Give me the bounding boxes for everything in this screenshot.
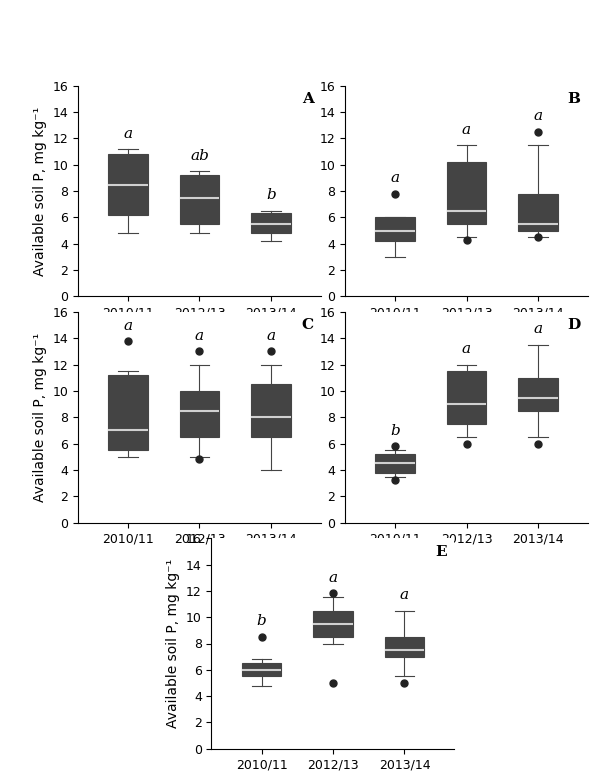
Y-axis label: Available soil P, mg kg⁻¹: Available soil P, mg kg⁻¹	[166, 559, 181, 728]
Text: C: C	[302, 318, 314, 332]
PathPatch shape	[313, 611, 353, 637]
PathPatch shape	[180, 391, 219, 437]
Text: b: b	[266, 189, 276, 203]
Text: a: a	[462, 342, 471, 356]
Y-axis label: Available soil P, mg kg⁻¹: Available soil P, mg kg⁻¹	[33, 333, 47, 502]
Text: a: a	[533, 109, 542, 123]
Text: a: a	[328, 571, 338, 585]
Text: a: a	[195, 329, 204, 343]
Text: a: a	[124, 126, 133, 140]
PathPatch shape	[385, 637, 424, 657]
Text: a: a	[400, 588, 409, 602]
PathPatch shape	[518, 193, 557, 231]
Text: a: a	[266, 329, 275, 343]
Text: E: E	[436, 544, 447, 558]
Text: a: a	[124, 318, 133, 332]
Text: a: a	[533, 322, 542, 336]
PathPatch shape	[447, 162, 486, 224]
Text: a: a	[462, 122, 471, 136]
Text: ab: ab	[190, 149, 209, 163]
PathPatch shape	[242, 663, 281, 676]
Text: b: b	[257, 615, 266, 629]
PathPatch shape	[447, 371, 486, 424]
Text: D: D	[568, 318, 581, 332]
PathPatch shape	[180, 176, 219, 224]
Text: B: B	[568, 92, 581, 106]
PathPatch shape	[109, 154, 148, 214]
Text: a: a	[391, 172, 400, 186]
PathPatch shape	[518, 378, 557, 411]
PathPatch shape	[376, 454, 415, 473]
Y-axis label: Available soil P, mg kg⁻¹: Available soil P, mg kg⁻¹	[33, 107, 47, 275]
PathPatch shape	[376, 218, 415, 241]
PathPatch shape	[109, 375, 148, 450]
Text: b: b	[390, 424, 400, 438]
PathPatch shape	[251, 214, 290, 233]
PathPatch shape	[251, 385, 290, 437]
Text: A: A	[302, 92, 314, 106]
